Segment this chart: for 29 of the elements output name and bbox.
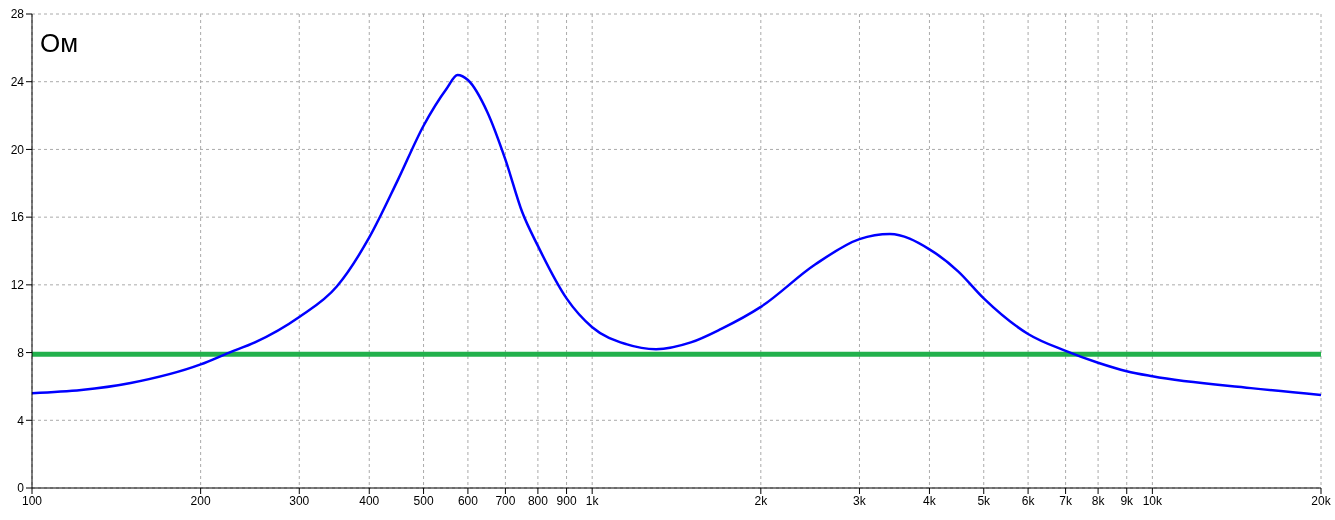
x-tick-label: 400	[359, 493, 380, 508]
x-tick-label: 10k	[1142, 493, 1164, 508]
x-tick-label: 800	[527, 493, 549, 508]
x-tick-label: 2k	[754, 493, 769, 508]
y-tick-label: 4	[17, 413, 25, 428]
x-tick-label: 700	[495, 493, 516, 508]
y-tick-label: 20	[10, 142, 25, 157]
x-tick-label: 500	[413, 493, 434, 508]
x-tick-label: 1k	[585, 493, 600, 508]
x-tick-label: 100	[21, 493, 43, 508]
y-tick-label: 28	[10, 7, 25, 22]
x-tick-label: 8k	[1091, 493, 1106, 508]
y-tick-label: 16	[10, 210, 25, 225]
x-tick-label: 5k	[977, 493, 992, 508]
x-tick-label: 20k	[1311, 493, 1332, 508]
y-tick-label: 24	[10, 74, 25, 89]
y-tick-label: 0	[17, 481, 25, 496]
x-tick-label: 600	[457, 493, 479, 508]
y-tick-label: 12	[10, 278, 25, 293]
x-tick-label: 7k	[1059, 493, 1073, 508]
y-axis-title: Ом	[40, 28, 79, 58]
x-tick-label: 900	[556, 493, 577, 508]
y-tick-label: 8	[17, 345, 25, 360]
x-tick-label: 4k	[923, 493, 937, 508]
x-tick-label: 3k	[853, 493, 867, 508]
x-tick-label: 200	[190, 493, 211, 508]
x-tick-label: 6k	[1021, 493, 1036, 508]
x-tick-label: 300	[289, 493, 310, 508]
x-tick-label: 9k	[1120, 493, 1135, 508]
